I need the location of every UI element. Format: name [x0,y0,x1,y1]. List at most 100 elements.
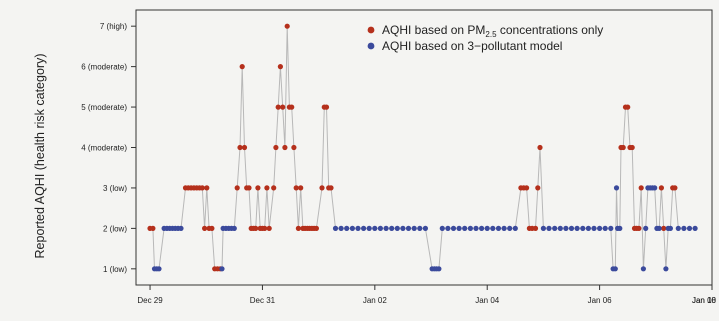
series-connector-line [150,26,696,270]
data-point-three [349,225,355,231]
data-point-three [377,225,383,231]
data-point-three [355,225,361,231]
data-point-three [389,225,395,231]
data-point-pm25 [537,144,543,151]
data-point-pm25 [264,185,270,191]
data-point-three [456,225,462,231]
data-point-three [686,225,693,231]
data-point-three [450,225,457,231]
x-tick-label: Dec 31 [250,296,276,305]
data-point-pm25 [275,104,281,110]
data-point-three [501,225,507,231]
data-point-three [612,266,618,272]
legend: AQHI based on PM2.5 concentrations only … [367,23,603,53]
data-point-three [546,225,552,231]
data-point-three [479,225,485,231]
data-point-pm25 [202,225,208,231]
legend-three-pollutant-marker [367,42,375,50]
data-point-three [663,266,669,272]
data-point-three [580,225,586,231]
data-point-pm25 [209,225,215,231]
data-point-pm25 [298,185,304,191]
data-point-pm25 [241,144,248,151]
y-tick-label: 2 (low) [103,224,127,233]
data-point-pm25 [291,144,297,151]
data-point-three [231,225,237,231]
data-point-pm25 [204,185,210,191]
data-point-three [512,225,518,231]
data-point-pm25 [293,185,299,191]
data-point-three [681,225,687,231]
data-point-pm25 [262,225,268,231]
data-point-three [656,225,662,231]
data-point-pm25 [234,185,240,191]
y-tick-label: 5 (moderate) [81,103,127,112]
data-point-three [692,225,698,231]
x-tick-label: Jan 02 [363,296,388,305]
x-tick-label: Jan 10 [692,296,717,305]
data-point-three [563,225,569,231]
data-point-pm25 [253,225,259,231]
data-point-pm25 [629,144,635,151]
data-point-three [462,225,468,231]
x-tick-label: Jan 04 [475,296,500,305]
data-point-three [484,225,490,231]
data-point-three [219,266,225,272]
data-point-pm25 [313,225,319,231]
data-point-pm25 [658,185,665,191]
data-point-three [602,225,608,231]
data-point-three [178,225,184,231]
data-point-three [585,225,592,231]
data-point-pm25 [277,64,283,70]
y-tick-label: 6 (moderate) [81,63,127,72]
data-point-pm25 [246,185,252,191]
data-point-three [394,225,400,231]
data-point-pm25 [328,185,334,191]
y-tick-label: 4 (moderate) [81,144,127,153]
x-tick-label: Jan 06 [588,296,613,305]
data-point-three [338,225,344,231]
y-tick-label: 3 (low) [103,184,127,193]
y-tick-label: 7 (high) [100,22,127,31]
data-point-three [467,225,473,231]
data-point-pm25 [672,185,678,191]
data-point-pm25 [661,225,667,231]
data-point-three [574,225,580,231]
data-point-three [568,225,575,231]
data-point-pm25 [199,185,205,191]
data-point-three [445,225,451,231]
x-tick-label: Dec 29 [137,296,163,305]
data-point-pm25 [273,144,279,151]
data-point-three [552,225,558,231]
data-point-three [667,225,674,231]
data-point-three [473,225,479,231]
data-point-pm25 [266,225,272,231]
data-point-pm25 [237,144,243,151]
data-point-three [490,225,496,231]
data-point-pm25 [319,185,325,191]
data-point-three [372,225,378,231]
data-point-pm25 [295,225,301,231]
data-point-three [332,225,339,231]
data-point-pm25 [535,185,541,191]
data-point-three [361,225,367,231]
data-point-three [557,225,563,231]
data-point-pm25 [150,225,156,231]
data-point-pm25 [284,23,290,29]
data-point-pm25 [638,185,644,191]
data-point-three [344,225,350,231]
data-point-three [383,225,389,231]
data-point-pm25 [620,144,626,151]
data-point-three [495,225,502,231]
data-point-three [643,225,649,231]
data-point-pm25 [289,104,295,110]
data-point-three [675,225,681,231]
y-axis-title: Reported AQHI (health risk category) [33,54,47,259]
data-point-three [436,266,442,272]
data-point-pm25 [636,225,642,231]
data-point-three [540,225,547,231]
data-point-three [366,225,372,231]
data-point-pm25 [271,185,277,191]
